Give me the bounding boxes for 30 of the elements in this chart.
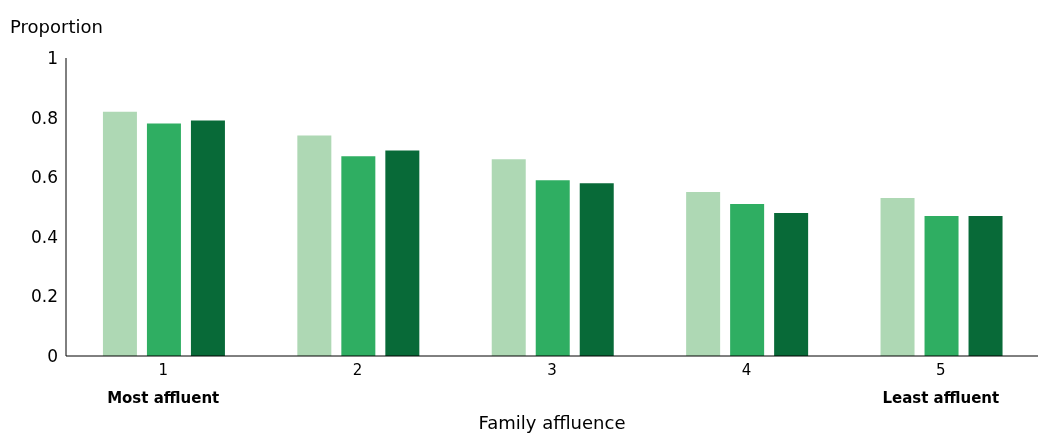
bar (774, 212, 809, 356)
bar (341, 156, 376, 356)
bar (968, 215, 1003, 356)
x-axis-title: Family affluence (477, 412, 627, 433)
x-tick-label: 3 (547, 360, 557, 379)
bar (190, 120, 225, 356)
bar (297, 135, 332, 356)
bar (491, 159, 526, 356)
bar (880, 198, 915, 356)
bar (730, 204, 765, 356)
y-tick-label: 0.8 (30, 107, 58, 128)
bar (686, 192, 721, 356)
bar (385, 150, 420, 356)
bar (146, 123, 181, 356)
x-tick-label: 5 (936, 360, 946, 379)
y-tick-label: 0.2 (30, 286, 58, 307)
y-axis-title: Proportion (10, 16, 103, 37)
y-tick-label: 0 (47, 346, 58, 367)
x-tick-label: 4 (741, 360, 752, 379)
x-tick-label: 1 (158, 360, 168, 379)
x-tick-label: 2 (352, 360, 363, 379)
text: Most affluent (106, 389, 221, 407)
bar (102, 111, 137, 356)
bar (579, 183, 614, 356)
bar (535, 180, 570, 356)
y-tick-label: 0.6 (30, 167, 58, 188)
y-tick-label: 1 (47, 48, 58, 69)
bar (924, 215, 959, 356)
y-tick-label: 0.4 (30, 226, 58, 247)
text: Least affluent (881, 389, 1001, 407)
